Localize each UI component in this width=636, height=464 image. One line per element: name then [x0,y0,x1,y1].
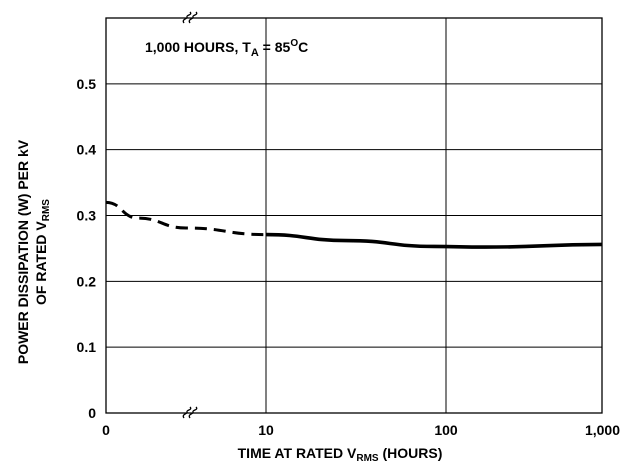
x-tick-label: 0 [102,422,110,438]
solid-series-line [265,232,603,249]
x-axis-label: TIME AT RATED VRMS (HOURS) [238,445,443,464]
x-tick-label: 10 [258,422,274,438]
x-axis-label-prefix: TIME AT RATED V [238,445,357,461]
y-tick-label: 0.1 [77,339,97,355]
data-curves [105,200,603,249]
dashed-series-line [105,200,267,237]
annotation-subscript: A [251,47,259,59]
axis-break-mark [182,406,192,419]
y-tick-label: 0 [88,405,96,421]
y-axis-label-line2: OF RATED VRMS [33,199,52,305]
annotation-prefix: 1,000 HOURS, T [145,39,251,55]
y-tick-label: 0.3 [77,208,97,224]
axis-break-mark [182,11,192,24]
y-axis-label-line2-prefix: OF RATED V [33,221,49,305]
axis-break-mark [188,406,198,419]
test-condition-annotation: 1,000 HOURS, TA = 85OC [145,38,308,59]
axis-break-mark [188,11,198,24]
annotation-middle: = 85 [259,39,291,55]
y-tick-label: 0.2 [77,273,97,289]
x-tick-label: 100 [434,422,458,438]
x-axis-label-subscript: RMS [356,453,379,464]
y-axis-label-line2-subscript: RMS [41,199,52,222]
plot-area-frame [105,17,603,414]
y-tick-label: 0.4 [77,142,97,158]
y-tick-labels: 0 0.1 0.2 0.3 0.4 0.5 [77,76,97,421]
y-axis-label-line1: POWER DISSIPATION (W) PER kV [15,139,31,364]
y-tick-label: 0.5 [77,76,97,92]
grid-lines [106,18,602,413]
x-tick-labels: 0 10 100 1,000 [102,422,620,438]
x-axis-label-suffix: (HOURS) [379,445,443,461]
annotation-superscript: O [290,38,298,49]
axis-break-marks [182,11,198,419]
annotation-suffix: C [298,39,308,55]
x-tick-label: 1,000 [585,422,620,438]
